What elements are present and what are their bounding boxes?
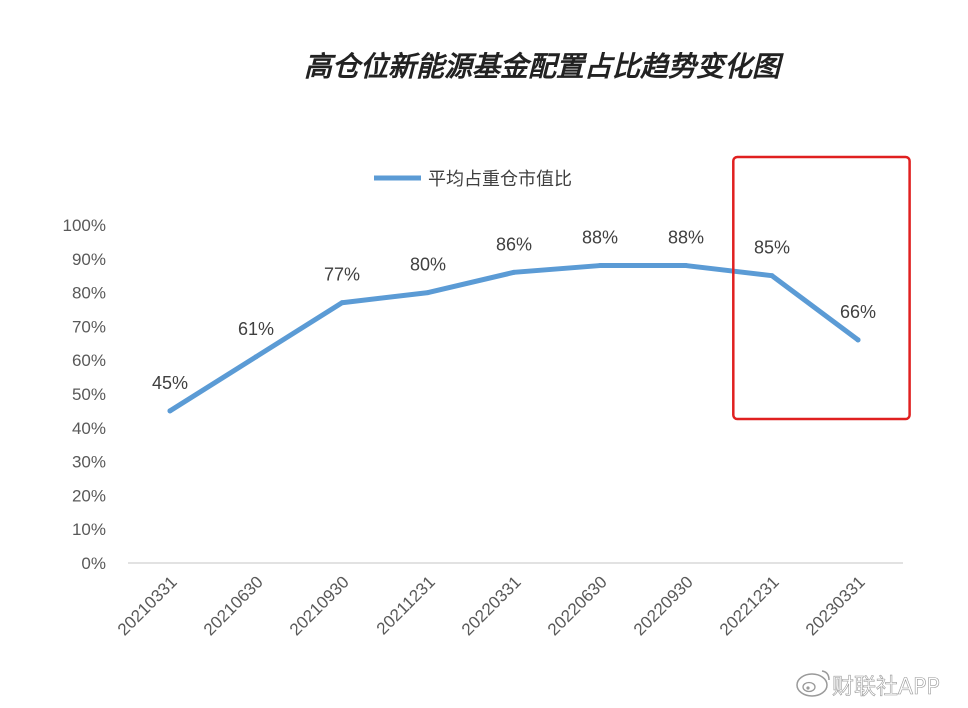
data-point bbox=[769, 273, 775, 279]
data-labels: 45% 61% 77% 80% 86% 88% 88% 85% 66% bbox=[152, 228, 876, 393]
x-tick-label: 20211231 bbox=[373, 572, 439, 638]
data-label: 85% bbox=[754, 238, 790, 258]
y-tick-label: 50% bbox=[72, 385, 106, 404]
x-tick-label: 20220331 bbox=[458, 572, 525, 639]
data-label: 61% bbox=[238, 319, 274, 339]
highlight-box bbox=[732, 155, 911, 421]
chart-title: 高仓位新能源基金配置占比趋势变化图 bbox=[304, 50, 784, 83]
data-label: 66% bbox=[840, 302, 876, 322]
data-point bbox=[683, 263, 689, 269]
watermark-text: 财联社APP bbox=[832, 675, 940, 700]
data-label: 88% bbox=[668, 228, 704, 248]
y-tick-label: 30% bbox=[72, 453, 106, 472]
y-axis: 0% 10% 20% 30% 40% 50% 60% 70% 80% 90% 100% bbox=[63, 216, 106, 573]
y-tick-label: 0% bbox=[81, 554, 106, 573]
x-tick-label: 20210930 bbox=[286, 572, 353, 639]
data-label: 88% bbox=[582, 228, 618, 248]
data-point bbox=[339, 300, 345, 306]
y-tick-label: 20% bbox=[72, 486, 106, 505]
x-tick-label: 20220630 bbox=[544, 572, 611, 639]
legend-label: 平均占重仓市值比 bbox=[428, 169, 572, 190]
y-tick-label: 80% bbox=[72, 284, 106, 303]
watermark: 财联社APP bbox=[796, 670, 940, 700]
data-point bbox=[253, 354, 259, 360]
x-tick-label: 20210630 bbox=[200, 572, 267, 639]
data-point bbox=[425, 290, 431, 296]
x-tick-label: 20220930 bbox=[630, 572, 697, 639]
x-axis: 20210331 20210630 20210930 20211231 20220331… bbox=[114, 572, 869, 639]
data-label: 77% bbox=[324, 265, 360, 285]
data-label: 86% bbox=[496, 234, 532, 254]
weibo-icon bbox=[796, 670, 830, 697]
data-points bbox=[167, 263, 861, 414]
data-label: 80% bbox=[410, 255, 446, 275]
y-tick-label: 90% bbox=[72, 250, 106, 269]
x-tick-label: 20210331 bbox=[114, 572, 181, 639]
data-point bbox=[167, 408, 173, 414]
y-tick-label: 70% bbox=[72, 317, 106, 336]
data-point bbox=[597, 263, 603, 269]
y-tick-label: 10% bbox=[72, 520, 106, 539]
x-tick-label: 20230331 bbox=[802, 572, 869, 639]
data-label: 45% bbox=[152, 373, 188, 393]
x-tick-label: 20221231 bbox=[716, 572, 783, 639]
legend: 平均占重仓市值比 bbox=[374, 169, 572, 190]
y-tick-label: 100% bbox=[63, 216, 106, 235]
data-point bbox=[511, 269, 517, 275]
y-tick-label: 40% bbox=[72, 419, 106, 438]
y-tick-label: 60% bbox=[72, 351, 106, 370]
data-point bbox=[855, 337, 861, 343]
